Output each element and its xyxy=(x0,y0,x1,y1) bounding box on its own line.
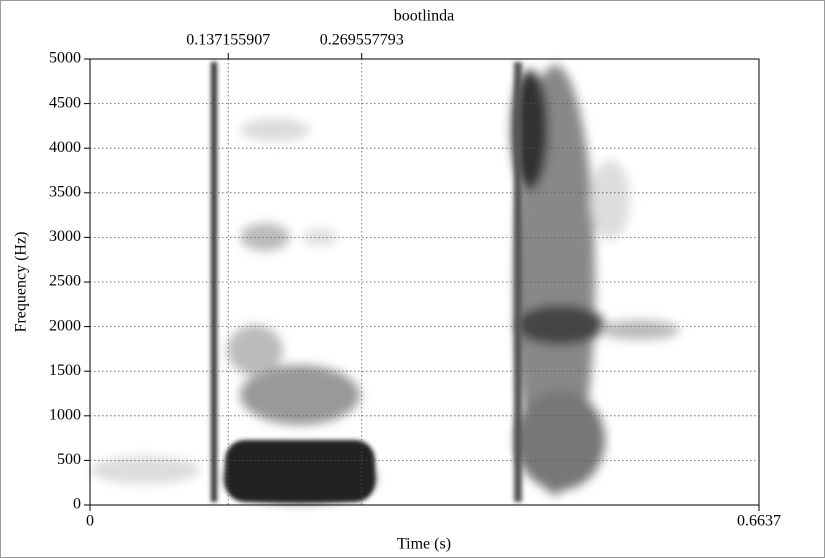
y-tick-label: 4000 xyxy=(49,139,81,156)
x-tick-label: 0 xyxy=(86,513,94,530)
y-tick-label: 2000 xyxy=(49,317,81,334)
y-axis-label: Frequency (Hz) xyxy=(13,232,30,333)
y-tick-label: 1000 xyxy=(49,406,81,423)
y-tick-label: 500 xyxy=(57,451,81,468)
y-tick-label: 1500 xyxy=(49,362,81,379)
y-tick-label: 3000 xyxy=(49,228,81,245)
y-tick-label: 0 xyxy=(73,496,81,513)
time-marker-label: 0.269557793 xyxy=(320,32,404,49)
time-marker-label: 0.137155907 xyxy=(186,32,270,49)
y-tick-label: 3500 xyxy=(49,183,81,200)
x-tick-label: 0.6637 xyxy=(737,513,781,530)
y-tick-label: 5000 xyxy=(49,50,81,67)
x-axis-label: Time (s) xyxy=(397,536,451,553)
y-tick-label: 4500 xyxy=(49,94,81,111)
y-tick-label: 2500 xyxy=(49,273,81,290)
chart-title: bootlinda xyxy=(394,8,454,25)
